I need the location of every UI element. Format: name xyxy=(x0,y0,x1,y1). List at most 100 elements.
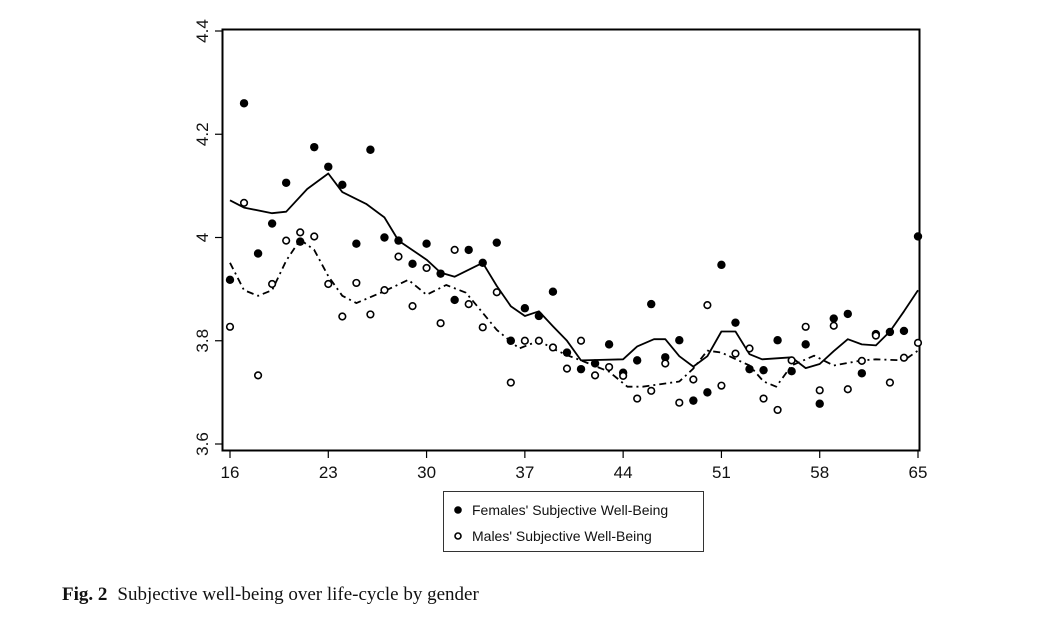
female-data-point xyxy=(281,178,291,187)
female-data-point xyxy=(267,219,277,228)
male-data-point xyxy=(787,356,796,365)
female-data-point xyxy=(253,249,263,258)
legend: Females' Subjective Well-Being Males' Su… xyxy=(443,491,704,552)
male-data-point xyxy=(829,321,838,330)
y-tick-label: 3.6 xyxy=(193,432,212,456)
x-tick-label: 58 xyxy=(810,463,829,482)
male-data-point xyxy=(394,252,403,261)
female-data-point xyxy=(394,236,403,245)
male-data-point xyxy=(310,232,319,241)
male-data-point xyxy=(492,288,501,297)
y-tick-label: 4.2 xyxy=(193,122,212,146)
male-data-point xyxy=(436,319,445,328)
male-data-point xyxy=(338,312,347,321)
females-smoothed-line xyxy=(229,172,919,370)
female-data-point xyxy=(225,275,235,285)
female-data-point xyxy=(338,180,347,190)
female-data-point xyxy=(731,318,740,327)
female-data-point xyxy=(520,304,530,313)
male-data-point xyxy=(534,336,543,345)
female-data-point xyxy=(492,238,501,247)
male-data-point xyxy=(422,263,431,273)
male-data-point xyxy=(239,198,249,208)
male-data-point xyxy=(745,344,754,353)
male-data-point xyxy=(282,236,291,245)
female-data-point xyxy=(506,336,516,345)
legend-open-circle-icon xyxy=(454,532,462,540)
female-data-point xyxy=(380,233,389,242)
female-data-point xyxy=(857,369,867,378)
female-data-point xyxy=(885,327,895,337)
male-data-point xyxy=(759,394,768,403)
y-tick-label: 4 xyxy=(193,233,212,242)
female-data-point xyxy=(913,232,923,241)
female-data-point xyxy=(647,299,656,309)
x-tick-label: 65 xyxy=(909,463,928,482)
x-tick-label: 30 xyxy=(417,463,436,482)
female-data-point xyxy=(576,364,586,374)
legend-label-males: Males' Subjective Well-Being xyxy=(472,528,652,544)
x-tick-label: 44 xyxy=(614,463,633,482)
male-data-point xyxy=(408,302,417,311)
female-data-point xyxy=(310,142,319,152)
male-data-point xyxy=(464,299,473,309)
legend-filled-circle-icon xyxy=(454,506,462,514)
female-data-point xyxy=(604,340,614,349)
figure-caption: Fig. 2 Subjective well-being over life-cy… xyxy=(62,584,479,606)
y-tick-label: 3.8 xyxy=(193,329,212,353)
male-data-point xyxy=(352,278,361,288)
legend-label-females: Females' Subjective Well-Being xyxy=(472,502,668,518)
plot-frame xyxy=(221,28,921,452)
x-tick-label: 23 xyxy=(319,463,338,482)
male-data-point xyxy=(506,378,515,387)
female-data-point xyxy=(366,145,375,154)
female-data-point xyxy=(815,399,824,408)
male-data-point xyxy=(548,343,558,352)
female-data-point xyxy=(422,239,431,248)
male-data-point xyxy=(871,331,880,340)
male-data-point xyxy=(520,336,529,345)
female-data-point xyxy=(534,311,544,321)
female-data-point xyxy=(478,258,487,267)
y-tick-label: 4.4 xyxy=(193,19,212,43)
male-data-point xyxy=(731,349,740,358)
male-data-point xyxy=(801,322,810,331)
male-data-point xyxy=(675,398,684,407)
male-data-point xyxy=(225,322,235,331)
female-data-point xyxy=(352,239,361,248)
male-data-point xyxy=(843,385,852,394)
female-data-point xyxy=(717,260,726,270)
male-data-point xyxy=(605,362,614,372)
female-data-point xyxy=(829,314,838,323)
female-data-point xyxy=(548,287,558,296)
female-data-point xyxy=(632,356,642,365)
female-data-point xyxy=(801,340,810,349)
female-data-point xyxy=(661,353,670,362)
female-data-point xyxy=(324,162,333,171)
x-tick-label: 16 xyxy=(221,463,240,482)
female-data-point xyxy=(450,295,459,305)
male-data-point xyxy=(450,245,459,254)
male-data-point xyxy=(562,364,572,373)
male-data-point xyxy=(647,386,656,395)
male-data-point xyxy=(576,336,586,345)
male-data-point xyxy=(324,279,333,289)
male-data-point xyxy=(689,375,698,384)
male-data-point xyxy=(899,353,909,362)
male-data-point xyxy=(478,323,487,332)
female-data-point xyxy=(296,237,305,246)
female-data-point xyxy=(408,259,417,269)
male-data-point xyxy=(268,279,277,289)
female-data-point xyxy=(689,396,698,405)
female-data-point xyxy=(436,269,445,278)
male-data-point xyxy=(857,356,866,365)
male-data-point xyxy=(619,371,628,380)
legend-box xyxy=(443,491,704,552)
data-points xyxy=(225,99,923,415)
male-data-point xyxy=(885,378,895,387)
female-data-point xyxy=(562,348,572,357)
male-data-point xyxy=(633,394,642,403)
caption-text: Subjective well-being over life-cycle by… xyxy=(117,584,479,605)
female-data-point xyxy=(745,364,754,374)
male-data-point xyxy=(703,301,712,310)
